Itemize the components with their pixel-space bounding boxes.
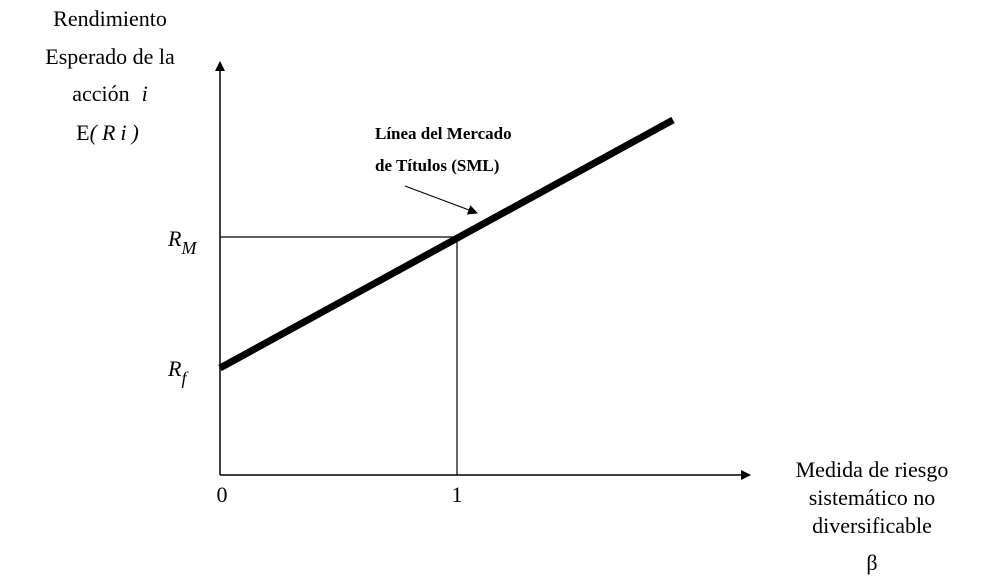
x-tick-label: 1 bbox=[452, 482, 463, 507]
y-label-text: acción bbox=[72, 81, 129, 106]
y-label-line: Rendimiento bbox=[53, 6, 167, 31]
y-label-line: acción i bbox=[72, 81, 148, 106]
annotation-line: de Títulos (SML) bbox=[375, 156, 499, 175]
y-label-line: E(Ri) bbox=[76, 120, 144, 145]
y-label-var: (Ri) bbox=[90, 120, 144, 145]
x-label-line: Medida de riesgo bbox=[796, 457, 949, 482]
y-label-line: Esperado de la bbox=[45, 44, 175, 69]
annotation-arrow bbox=[404, 185, 478, 215]
label-base: R bbox=[167, 226, 182, 251]
x-label-line: sistemático no bbox=[809, 485, 935, 510]
annotation-line: Línea del Mercado bbox=[375, 124, 512, 143]
y-label-text: E bbox=[76, 120, 89, 145]
risk-free-label: Rf bbox=[167, 356, 189, 388]
market-return-label: RM bbox=[167, 226, 197, 258]
sml-line bbox=[218, 116, 675, 372]
label-sub: M bbox=[180, 238, 197, 258]
x-label-symbol: β bbox=[866, 550, 877, 575]
label-sub: f bbox=[181, 368, 189, 388]
label-base: R bbox=[167, 356, 182, 381]
x-tick-label: 0 bbox=[217, 482, 228, 507]
x-label-line: diversificable bbox=[812, 513, 932, 538]
y-label-var: i bbox=[142, 81, 148, 106]
